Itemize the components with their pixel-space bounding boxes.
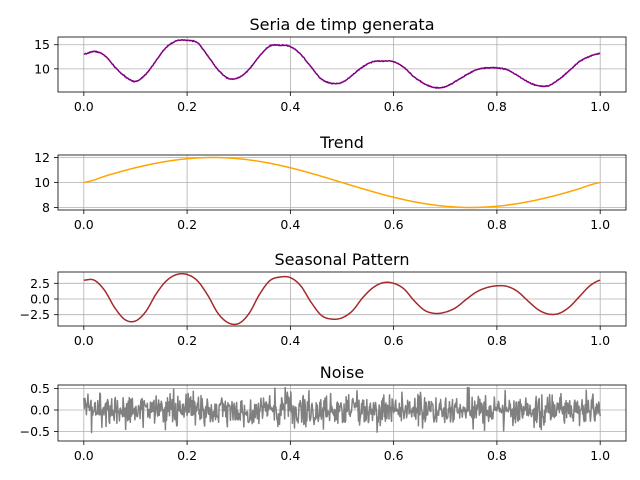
x-tick-label: 1.0 (590, 333, 610, 348)
x-tick-label: 0.2 (177, 99, 197, 114)
x-tick-label: 0.0 (74, 333, 94, 348)
x-tick-label: 0.2 (177, 333, 197, 348)
chart-panel-1: Seria de timp generata 0.0 0.2 0.4 0.6 0.8 1.0… (34, 15, 627, 114)
x-tick-label: 0.0 (74, 99, 94, 114)
series-line (83, 38, 601, 89)
chart-title: Seria de timp generata (250, 15, 435, 34)
y-tick-label: 0.0 (30, 402, 50, 417)
axes-frame (57, 154, 627, 211)
x-tick-label: 0.4 (280, 448, 300, 463)
x-tick-label: 0.2 (177, 217, 197, 232)
x-tick-label: 0.4 (280, 217, 300, 232)
y-tick-label: 12 (34, 150, 50, 165)
chart-title: Noise (320, 363, 364, 382)
series-line (83, 386, 601, 434)
x-tick-label: 0.8 (487, 448, 507, 463)
x-tick-label: 0.0 (74, 217, 94, 232)
axes-frame (57, 36, 627, 93)
x-tick-label: 0.8 (487, 217, 507, 232)
y-tick-label: 10 (34, 61, 50, 76)
x-tick-label: 1.0 (590, 448, 610, 463)
chart-title: Trend (319, 133, 364, 152)
x-tick-label: 0.2 (177, 448, 197, 463)
y-tick-label: 15 (34, 37, 50, 52)
chart-title: Seasonal Pattern (275, 250, 410, 269)
x-tick-label: 1.0 (590, 217, 610, 232)
y-tick-label: −2.5 (20, 307, 50, 322)
y-tick-label: 2.5 (30, 276, 50, 291)
chart-panel-4: Noise 0.0 0.2 0.4 0.6 0.8 1.0 −0.5 0.0 0.5 (20, 363, 627, 463)
x-tick-label: 0.4 (280, 333, 300, 348)
y-tick-label: −0.5 (20, 424, 50, 439)
series-line (83, 272, 601, 326)
axes-frame (57, 271, 627, 327)
y-tick-label: 8 (42, 200, 50, 215)
chart-panel-2: Trend 0.0 0.2 0.4 0.6 0.8 1.0 8 10 12 (34, 133, 627, 232)
x-tick-label: 0.8 (487, 333, 507, 348)
y-tick-label: 0.5 (30, 381, 50, 396)
y-tick-label: 0.0 (30, 292, 50, 307)
series-line (83, 156, 601, 209)
y-tick-label: 10 (34, 175, 50, 190)
x-tick-label: 0.4 (280, 99, 300, 114)
x-tick-label: 0.6 (384, 448, 404, 463)
x-tick-label: 1.0 (590, 99, 610, 114)
x-tick-label: 0.6 (384, 99, 404, 114)
x-tick-label: 0.0 (74, 448, 94, 463)
x-tick-label: 0.8 (487, 99, 507, 114)
x-tick-label: 0.6 (384, 217, 404, 232)
x-tick-label: 0.6 (384, 333, 404, 348)
axes-frame (57, 384, 627, 442)
